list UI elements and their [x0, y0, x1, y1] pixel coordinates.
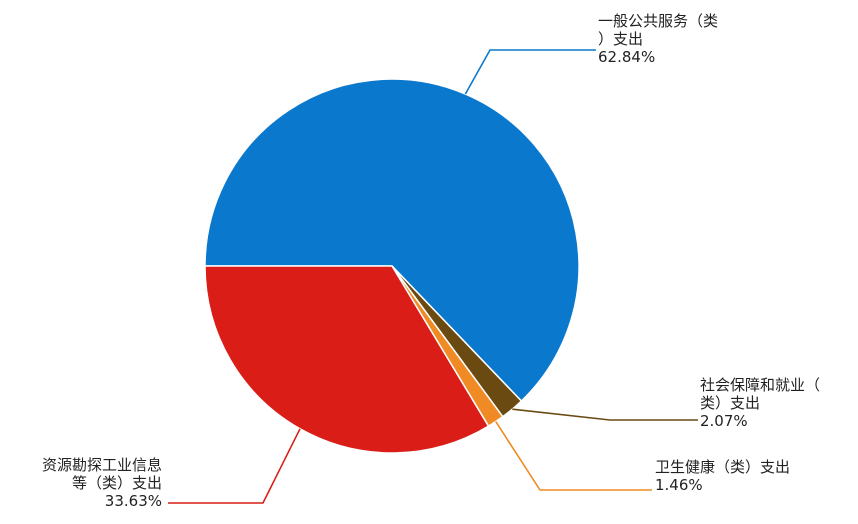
leader-line-1 — [512, 408, 698, 421]
slice-name-label-0: 一般公共服务（类 — [598, 12, 718, 30]
leader-lines — [168, 49, 698, 504]
leader-line-0 — [464, 49, 596, 95]
slice-percent-label-1: 2.07% — [700, 412, 748, 430]
slice-name-label-1: 社会保障和就业（ — [700, 376, 820, 394]
pie-slices — [204, 78, 580, 454]
slice-percent-label-3: 33.63% — [105, 492, 162, 510]
slice-name-label-2: 卫生健康（类）支出 — [655, 458, 790, 476]
slice-name-label-1: 类）支出 — [700, 394, 760, 412]
slice-name-label-3: 等（类）支出 — [72, 474, 162, 492]
pie-slice-0 — [204, 78, 580, 403]
slice-percent-label-2: 1.46% — [655, 476, 703, 494]
slice-percent-label-0: 62.84% — [598, 48, 655, 66]
slice-name-label-0: ）支出 — [598, 30, 643, 48]
leader-line-2 — [495, 421, 652, 491]
slice-name-label-3: 资源勘探工业信息 — [42, 456, 162, 474]
leader-line-3 — [168, 428, 301, 504]
pie-slice-3 — [204, 265, 490, 454]
